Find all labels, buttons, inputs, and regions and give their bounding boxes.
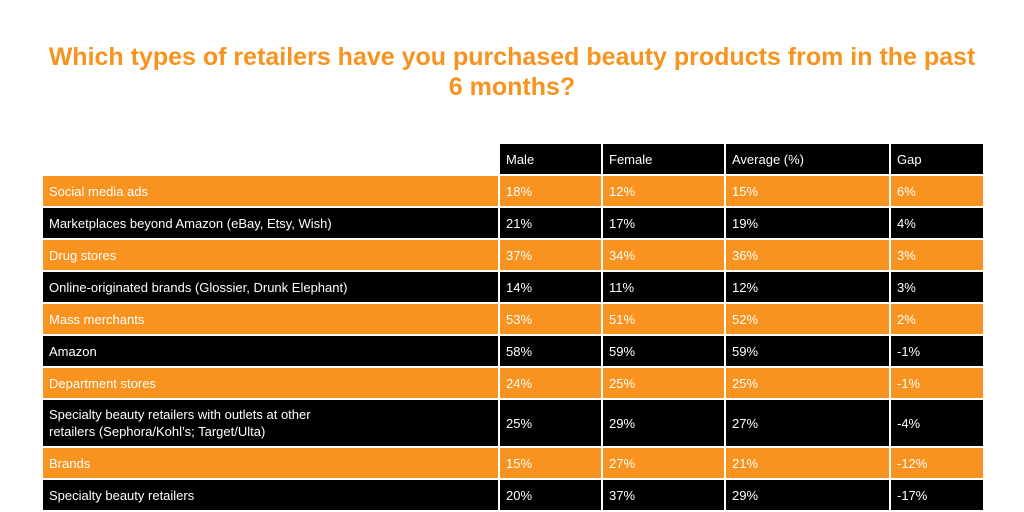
value-cell: 17% bbox=[603, 208, 724, 238]
table-row: Brands 15% 27% 21% -12% bbox=[43, 448, 983, 478]
value-cell: 21% bbox=[726, 448, 889, 478]
value-cell: 15% bbox=[500, 448, 601, 478]
value-cell: 21% bbox=[500, 208, 601, 238]
value-cell: 59% bbox=[603, 336, 724, 366]
table-row: Amazon 58% 59% 59% -1% bbox=[43, 336, 983, 366]
table-row: Marketplaces beyond Amazon (eBay, Etsy, … bbox=[43, 208, 983, 238]
table-row: Department stores 24% 25% 25% -1% bbox=[43, 368, 983, 398]
table-row: Specialty beauty retailers 20% 37% 29% -17% bbox=[43, 480, 983, 510]
column-header: Average (%) bbox=[726, 144, 889, 174]
row-label: Mass merchants bbox=[43, 304, 498, 334]
value-cell: 3% bbox=[891, 240, 983, 270]
row-label: Department stores bbox=[43, 368, 498, 398]
value-cell: 15% bbox=[726, 176, 889, 206]
value-cell: 14% bbox=[500, 272, 601, 302]
value-cell: 11% bbox=[603, 272, 724, 302]
value-cell: 18% bbox=[500, 176, 601, 206]
table: Male Female Average (%) Gap Social media ad… bbox=[41, 142, 985, 512]
value-cell: 59% bbox=[726, 336, 889, 366]
value-cell: 51% bbox=[603, 304, 724, 334]
value-cell: 37% bbox=[603, 480, 724, 510]
row-label: Drug stores bbox=[43, 240, 498, 270]
value-cell: 36% bbox=[726, 240, 889, 270]
table-row: Specialty beauty retailers with outlets … bbox=[43, 400, 983, 446]
header-row: Male Female Average (%) Gap bbox=[43, 144, 983, 174]
table-row: Mass merchants 53% 51% 52% 2% bbox=[43, 304, 983, 334]
blank-cell bbox=[43, 144, 498, 174]
row-label: Amazon bbox=[43, 336, 498, 366]
value-cell: 19% bbox=[726, 208, 889, 238]
row-label: Social media ads bbox=[43, 176, 498, 206]
table-row: Social media ads 18% 12% 15% 6% bbox=[43, 176, 983, 206]
value-cell: 25% bbox=[603, 368, 724, 398]
value-cell: 4% bbox=[891, 208, 983, 238]
value-cell: 20% bbox=[500, 480, 601, 510]
column-header: Female bbox=[603, 144, 724, 174]
value-cell: 25% bbox=[726, 368, 889, 398]
row-label: Online-originated brands (Glossier, Drun… bbox=[43, 272, 498, 302]
value-cell: 29% bbox=[603, 400, 724, 446]
value-cell: -4% bbox=[891, 400, 983, 446]
value-cell: 52% bbox=[726, 304, 889, 334]
value-cell: 37% bbox=[500, 240, 601, 270]
table-row: Online-originated brands (Glossier, Drun… bbox=[43, 272, 983, 302]
value-cell: 25% bbox=[500, 400, 601, 446]
table-body: Social media ads 18% 12% 15% 6% Marketplaces … bbox=[43, 176, 983, 510]
row-label: Specialty beauty retailers with outlets … bbox=[43, 400, 498, 446]
value-cell: 53% bbox=[500, 304, 601, 334]
value-cell: 6% bbox=[891, 176, 983, 206]
row-label: Specialty beauty retailers bbox=[43, 480, 498, 510]
value-cell: -1% bbox=[891, 336, 983, 366]
value-cell: 12% bbox=[726, 272, 889, 302]
row-label: Brands bbox=[43, 448, 498, 478]
row-label: Marketplaces beyond Amazon (eBay, Etsy, … bbox=[43, 208, 498, 238]
value-cell: 27% bbox=[603, 448, 724, 478]
column-header: Male bbox=[500, 144, 601, 174]
value-cell: 27% bbox=[726, 400, 889, 446]
value-cell: 12% bbox=[603, 176, 724, 206]
value-cell: 29% bbox=[726, 480, 889, 510]
value-cell: 58% bbox=[500, 336, 601, 366]
value-cell: -1% bbox=[891, 368, 983, 398]
value-cell: 2% bbox=[891, 304, 983, 334]
table-row: Drug stores 37% 34% 36% 3% bbox=[43, 240, 983, 270]
value-cell: 3% bbox=[891, 272, 983, 302]
value-cell: 24% bbox=[500, 368, 601, 398]
title: Which types of retailers have you purcha… bbox=[48, 43, 976, 101]
value-cell: -12% bbox=[891, 448, 983, 478]
value-cell: -17% bbox=[891, 480, 983, 510]
column-header: Gap bbox=[891, 144, 983, 174]
value-cell: 34% bbox=[603, 240, 724, 270]
